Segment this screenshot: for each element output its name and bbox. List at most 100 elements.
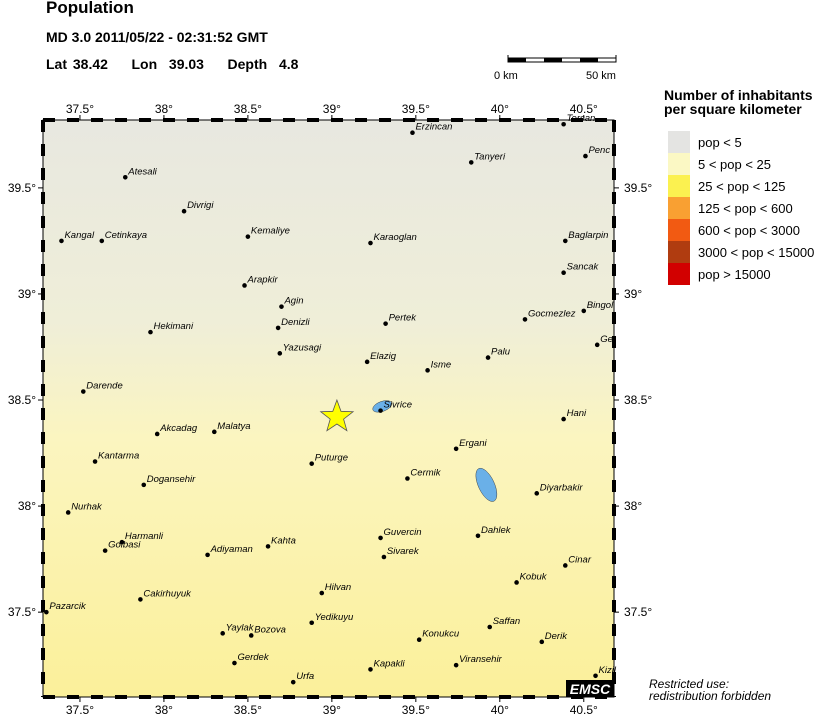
city-marker: Puturge	[309, 453, 348, 466]
city-marker: Kizil	[593, 665, 617, 679]
city-marker: Atesali	[122, 166, 158, 180]
lat-tick-label-left: 38.5°	[8, 393, 36, 407]
lon-tick-label-bottom: 39°	[323, 703, 341, 717]
lon-tick-label-top: 40°	[491, 102, 509, 116]
lon-tick-label-top: 38°	[155, 102, 173, 116]
city-dot-icon	[583, 153, 588, 159]
city-label: Yedikuyu	[315, 612, 354, 623]
lat-tick-label-left: 38°	[18, 499, 36, 513]
city-label: Saffan	[493, 616, 520, 627]
city-dot-icon	[453, 662, 459, 668]
city-label: Atesali	[127, 166, 157, 177]
city-dot-icon	[148, 329, 153, 335]
city-label: Arapkir	[247, 274, 279, 285]
city-dot-icon	[539, 639, 545, 645]
legend-label: 125 < pop < 600	[698, 200, 793, 216]
city-label: Karaoglan	[373, 232, 416, 243]
city-label: Kemaliye	[251, 226, 290, 237]
city-label: Urfa	[296, 671, 314, 682]
lon-tick-label-bottom: 39.5°	[402, 703, 430, 717]
city-dot-icon	[141, 482, 147, 488]
city-label: Yaylak	[226, 622, 255, 633]
city-label: Hilvan	[325, 582, 351, 593]
city-dot-icon	[416, 637, 422, 643]
city-marker: Bingol	[581, 300, 614, 314]
epicenter-star-icon	[319, 398, 355, 432]
city-label: Kizil	[599, 665, 617, 676]
city-marker: Yaylak	[220, 622, 255, 636]
usage-notice-line2: redistribution forbidden	[649, 689, 772, 703]
city-dot-icon	[212, 429, 217, 435]
lon-tick-label-top: 40.5°	[570, 102, 598, 116]
city-label: Ge	[600, 334, 613, 345]
city-label: Malatya	[217, 421, 250, 432]
city-dot-icon	[275, 325, 281, 331]
city-marker: Sancak	[561, 262, 600, 276]
city-label: Diyarbakir	[540, 482, 584, 493]
city-label: Golbasi	[108, 540, 141, 551]
city-label: Kapakli	[373, 658, 405, 669]
legend-label: pop > 15000	[698, 266, 771, 282]
emsc-logo: EMSC	[566, 680, 614, 697]
usage-notice-line1: Restricted use:	[649, 677, 730, 691]
lon-tick-label-top: 37.5°	[66, 102, 94, 116]
city-dot-icon	[468, 160, 474, 165]
city-dot-icon	[368, 240, 373, 246]
city-dot-icon	[309, 461, 315, 466]
city-marker: Nurhak	[65, 501, 103, 515]
city-dot-icon	[383, 321, 388, 326]
city-dot-icon	[562, 563, 568, 568]
city-dot-icon	[181, 208, 187, 214]
city-label: Kahta	[271, 535, 296, 546]
city-dot-icon	[248, 633, 254, 638]
legend-swatch	[668, 263, 690, 285]
lat-tick-label-right: 38.5°	[624, 393, 652, 407]
city-marker: Viransehir	[453, 654, 503, 668]
lake	[372, 400, 392, 413]
city-label: Nurhak	[71, 501, 103, 512]
city-dot-icon	[92, 459, 98, 464]
city-marker: Tanyeri	[468, 151, 506, 165]
city-dot-icon	[154, 431, 160, 437]
city-label: Palu	[491, 347, 511, 358]
city-dot-icon	[279, 304, 284, 309]
city-marker: Malatya	[212, 421, 251, 435]
city-marker: Cakirhuyuk	[138, 588, 192, 602]
city-marker: Bozova	[248, 624, 286, 638]
city-dot-icon	[561, 416, 566, 422]
city-dot-icon	[522, 317, 528, 322]
lon-tick-label-bottom: 40.5°	[570, 703, 598, 717]
city-marker: Gerdek	[232, 652, 270, 666]
city-label: Kantarma	[98, 451, 139, 462]
svg-text:EMSC: EMSC	[570, 681, 611, 697]
city-marker: Kapakli	[368, 658, 406, 672]
city-label: Pazarcik	[49, 601, 87, 612]
lat-tick-label-right: 39.5°	[624, 181, 652, 195]
city-marker: Saffan	[487, 616, 520, 630]
city-dot-icon	[368, 667, 373, 672]
city-marker: Ge	[594, 334, 613, 348]
legend-item: 25 < pop < 125	[668, 175, 814, 197]
city-marker: Kantarma	[92, 451, 139, 464]
city-label: Kobuk	[520, 571, 548, 582]
city-dot-icon	[405, 476, 410, 481]
city-dot-icon	[220, 631, 225, 636]
city-label: Baglarpin	[568, 230, 608, 241]
city-dot-icon	[593, 673, 598, 679]
city-dot-icon	[534, 491, 540, 496]
city-label: Sivarek	[387, 546, 420, 557]
city-dot-icon	[514, 580, 519, 585]
lon-tick-label-bottom: 40°	[491, 703, 509, 717]
legend-item: 5 < pop < 25	[668, 153, 814, 175]
city-marker: Ergani	[453, 438, 487, 452]
legend: pop < 5 5 < pop < 25 25 < pop < 125 125 < p…	[668, 131, 814, 285]
city-marker: Gocmezlez	[522, 308, 576, 322]
city-label: Dahlek	[481, 525, 512, 536]
legend-title-line2: per square kilometer	[664, 101, 802, 117]
legend-title-line1: Number of inhabitants	[664, 87, 813, 103]
city-marker: Darende	[81, 381, 123, 394]
city-label: Harmanli	[125, 531, 164, 542]
city-marker: Sivrice	[378, 400, 412, 413]
city-label: Elazig	[370, 351, 397, 362]
city-marker: Penc	[583, 145, 610, 159]
